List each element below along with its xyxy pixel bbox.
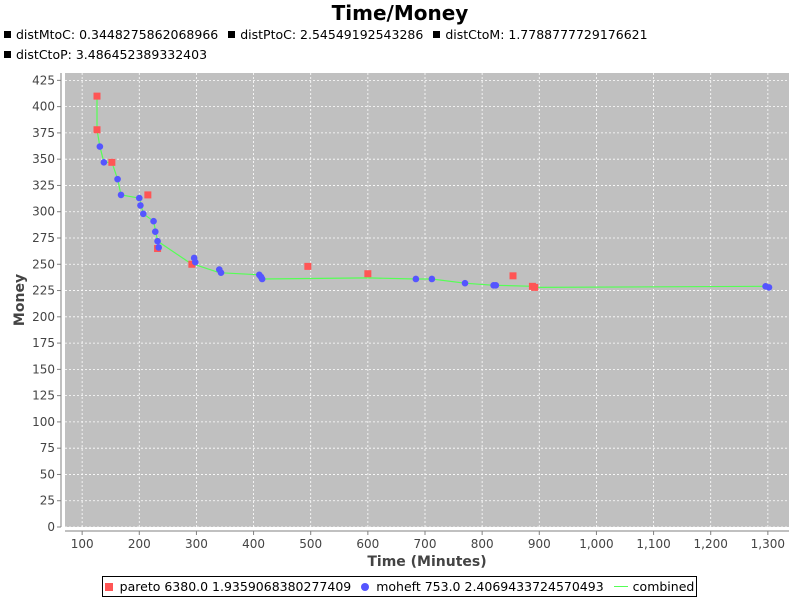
moheft-point xyxy=(151,228,159,235)
moheft-point xyxy=(155,244,163,251)
pareto-square-icon xyxy=(104,582,113,591)
legend-item-pareto: pareto 6380.0 1.9359068380277409 xyxy=(104,577,352,596)
y-tick-label: 200 xyxy=(32,310,55,324)
moheft-point xyxy=(96,143,104,150)
y-tick-label: 50 xyxy=(40,467,55,481)
x-tick-label: 200 xyxy=(128,537,151,551)
moheft-point xyxy=(154,237,161,245)
moheft-point xyxy=(428,275,436,283)
x-tick-label: 800 xyxy=(471,537,494,551)
pareto-point xyxy=(188,260,196,268)
legend-item-moheft: moheft 753.0 2.4069433724570493 xyxy=(361,577,604,596)
x-tick-label: 1,200 xyxy=(694,537,728,551)
x-tick-label: 500 xyxy=(299,537,322,551)
x-tick-label: 400 xyxy=(242,537,265,551)
pareto-point xyxy=(531,283,539,291)
y-tick-label: 125 xyxy=(32,389,55,403)
chart-title: Time/Money xyxy=(331,1,469,25)
dist-m-to-c: distMtoC: 0.3448275862068966 xyxy=(16,27,219,42)
dist-c-to-m: distCtoM: 1.7788777729176621 xyxy=(445,27,648,42)
y-tick-label: 0 xyxy=(47,520,55,534)
x-tick-label: 600 xyxy=(356,537,379,551)
moheft-point xyxy=(135,194,143,202)
pareto-point xyxy=(304,262,312,270)
y-tick-label: 250 xyxy=(32,257,55,271)
moheft-point xyxy=(139,210,147,218)
moheft-point xyxy=(765,284,773,291)
bullet-square-icon xyxy=(228,31,236,38)
legend-item-combined: combined xyxy=(613,577,695,596)
y-tick-label: 425 xyxy=(32,73,55,87)
y-tick-label: 25 xyxy=(40,494,55,508)
moheft-point xyxy=(217,269,225,276)
moheft-circle-icon xyxy=(361,582,370,591)
y-axis-label: Money xyxy=(12,274,28,326)
subtitle-line-1: distMtoC: 0.3448275862068966 distPtoC: 2… xyxy=(4,27,648,43)
y-tick-label: 175 xyxy=(32,336,55,350)
x-tick-label: 1,000 xyxy=(579,537,613,551)
moheft-point xyxy=(137,202,144,209)
y-tick-label: 400 xyxy=(32,100,55,114)
moheft-point xyxy=(114,175,121,183)
moheft-point xyxy=(461,279,469,287)
grid-lines xyxy=(65,73,789,528)
y-tick-label: 150 xyxy=(32,362,55,376)
subtitle-line-2: distCtoP: 3.486452389332403 xyxy=(4,47,207,63)
axes: 100 200 300 400 500 600 700 800 900 1,000 1,100 1,2… xyxy=(32,73,789,551)
legend: pareto 6380.0 1.9359068380277409 moheft … xyxy=(102,576,697,597)
dist-p-to-c: distPtoC: 2.54549192543286 xyxy=(240,27,424,42)
moheft-point xyxy=(412,275,420,283)
pareto-point xyxy=(93,92,101,100)
y-tick-label: 225 xyxy=(32,284,55,298)
y-tick-label: 300 xyxy=(32,205,55,219)
x-tick-label: 100 xyxy=(71,537,94,551)
x-tick-label: 1,100 xyxy=(636,537,670,551)
x-tick-label: 1,300 xyxy=(751,537,785,551)
pareto-point xyxy=(144,191,152,199)
dist-c-to-p: distCtoP: 3.486452389332403 xyxy=(16,47,208,62)
x-tick-label: 700 xyxy=(414,537,437,551)
y-tick-label: 350 xyxy=(32,152,55,166)
combined-line-icon xyxy=(613,586,628,587)
moheft-point xyxy=(258,275,266,283)
pareto-point xyxy=(509,272,517,280)
pareto-point xyxy=(364,270,372,278)
bullet-square-icon xyxy=(433,31,441,38)
y-tick-label: 375 xyxy=(32,126,55,140)
moheft-series xyxy=(96,143,773,291)
moheft-point xyxy=(191,258,199,266)
moheft-point xyxy=(492,281,500,289)
plot-area xyxy=(65,73,789,527)
y-tick-label: 275 xyxy=(32,231,55,245)
y-tick-label: 100 xyxy=(32,415,55,429)
legend-label-pareto: pareto 6380.0 1.9359068380277409 xyxy=(119,579,352,594)
x-axis-label: Time (Minutes) xyxy=(367,554,486,570)
y-tick-label: 325 xyxy=(32,178,55,192)
pareto-point xyxy=(108,158,116,166)
bullet-square-icon xyxy=(4,31,11,38)
moheft-point xyxy=(150,217,157,225)
legend-label-moheft: moheft 753.0 2.4069433724570493 xyxy=(376,579,604,594)
x-tick-label: 300 xyxy=(185,537,208,551)
pareto-point xyxy=(93,126,101,134)
moheft-point xyxy=(117,191,125,199)
x-tick-label: 900 xyxy=(528,537,551,551)
bullet-square-icon xyxy=(4,51,11,58)
moheft-point xyxy=(100,159,108,166)
y-tick-label: 75 xyxy=(40,441,55,455)
legend-label-combined: combined xyxy=(632,579,695,594)
